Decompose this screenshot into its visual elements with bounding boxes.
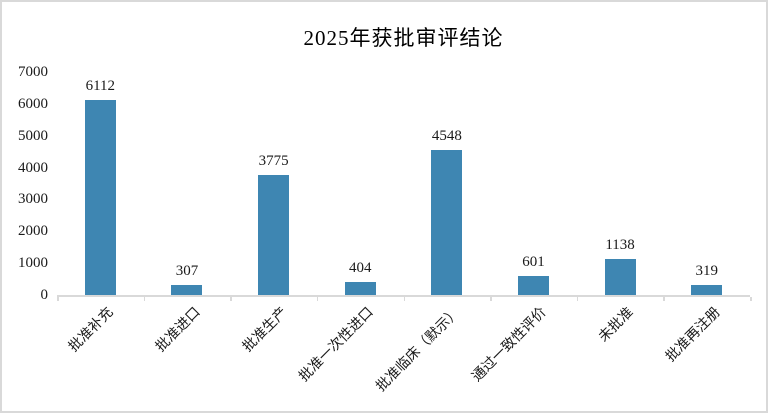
bar-value-label: 1138 [605, 236, 635, 253]
x-category-label: 批准生产 [239, 305, 291, 356]
bar-value-label: 4548 [431, 128, 462, 145]
x-category-label: 批准一次性进口 [296, 305, 377, 385]
x-category-label: 批准临床（默示） [373, 305, 464, 395]
y-axis-tick-label: 4000 [18, 159, 48, 176]
x-category-label: 批准再注册 [663, 305, 724, 366]
bar-value-label: 319 [695, 262, 718, 279]
bar [344, 282, 376, 295]
bar [691, 284, 723, 295]
x-axis-tick-mark [57, 297, 59, 301]
x-axis-tick-mark [143, 297, 146, 301]
bar-value-label: 601 [522, 253, 545, 270]
x-category-label: 批准补充 [66, 305, 117, 356]
x-category-label: 批准进口 [153, 305, 204, 356]
y-axis-tick-label: 7000 [18, 64, 48, 80]
x-axis-tick-mark [403, 297, 405, 301]
x-axis-tick-mark [750, 297, 752, 301]
y-axis-tick-label: 3000 [18, 191, 48, 208]
x-axis-tick-mark [490, 297, 492, 301]
x-axis-tick-mark [663, 297, 665, 301]
x-axis-tick-mark [316, 297, 319, 301]
x-category-label: 通过一致性评价 [470, 305, 551, 385]
y-axis-tick-label: 0 [40, 287, 49, 303]
x-category-label: 未批准 [596, 305, 637, 346]
x-axis-line [57, 295, 750, 297]
chart-title: 2025年获批审评结论 [303, 26, 504, 50]
y-axis-tick-label: 6000 [18, 95, 48, 112]
x-axis-tick-mark [230, 297, 232, 301]
y-axis-tick-label: 2000 [18, 223, 48, 240]
y-axis-tick-label: 1000 [18, 255, 48, 272]
x-axis-tick-mark [576, 297, 579, 301]
bar-value-label: 404 [348, 260, 372, 277]
bar [171, 285, 203, 295]
bar [84, 100, 116, 295]
bar [517, 275, 549, 295]
y-axis-tick-label: 5000 [18, 127, 48, 144]
bar-value-label: 3775 [258, 152, 289, 169]
bar [431, 150, 463, 295]
bar [258, 174, 290, 295]
bar [604, 258, 636, 295]
bar-value-label: 6112 [85, 78, 116, 95]
bar-value-label: 307 [175, 263, 199, 280]
